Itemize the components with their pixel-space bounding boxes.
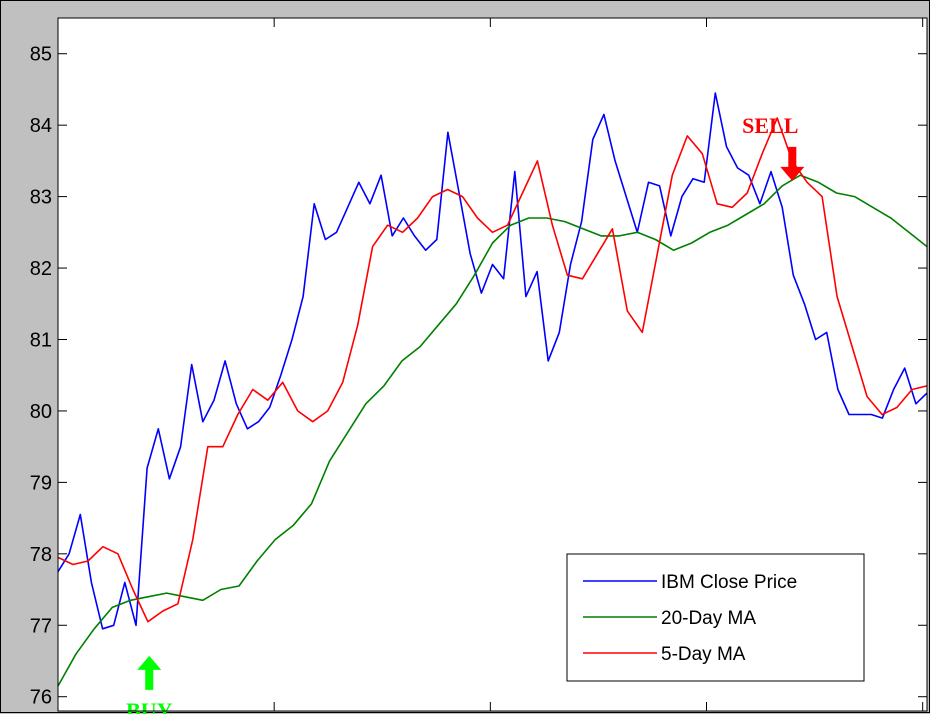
legend-label-20-day-ma: 20-Day MA xyxy=(661,608,756,629)
y-tick-label: 79 xyxy=(30,472,52,494)
legend-label-ibm-close-price: IBM Close Price xyxy=(661,572,797,593)
y-tick-label: 76 xyxy=(30,687,52,709)
series-line-20-day-ma xyxy=(57,174,928,687)
y-tick-label: 81 xyxy=(30,329,52,351)
buy-arrow-icon xyxy=(137,655,162,690)
y-tick-label: 77 xyxy=(30,615,52,637)
plot-border xyxy=(57,17,928,712)
y-tick-label: 85 xyxy=(30,44,52,66)
y-tick-label: 82 xyxy=(30,258,52,280)
sell-arrow-icon xyxy=(780,146,805,181)
annotations: BUY SELL xyxy=(126,113,805,714)
y-tick-label: 84 xyxy=(30,115,52,137)
legend: IBM Close Price 20-Day MA 5-Day MA xyxy=(566,553,865,682)
legend-label-5-day-ma: 5-Day MA xyxy=(661,644,746,665)
y-tick-label: 78 xyxy=(30,544,52,566)
series-line-ibm-close-price xyxy=(57,92,928,630)
series-layer xyxy=(57,92,928,687)
series-line-5-day-ma xyxy=(57,117,928,623)
y-tick-label: 83 xyxy=(30,187,52,209)
buy-label: BUY xyxy=(126,698,173,714)
sell-label: SELL xyxy=(742,113,798,138)
y-tick-label: 80 xyxy=(30,401,52,423)
axes: 76 77 78 79 80 81 82 83 84 85 xyxy=(30,18,927,711)
